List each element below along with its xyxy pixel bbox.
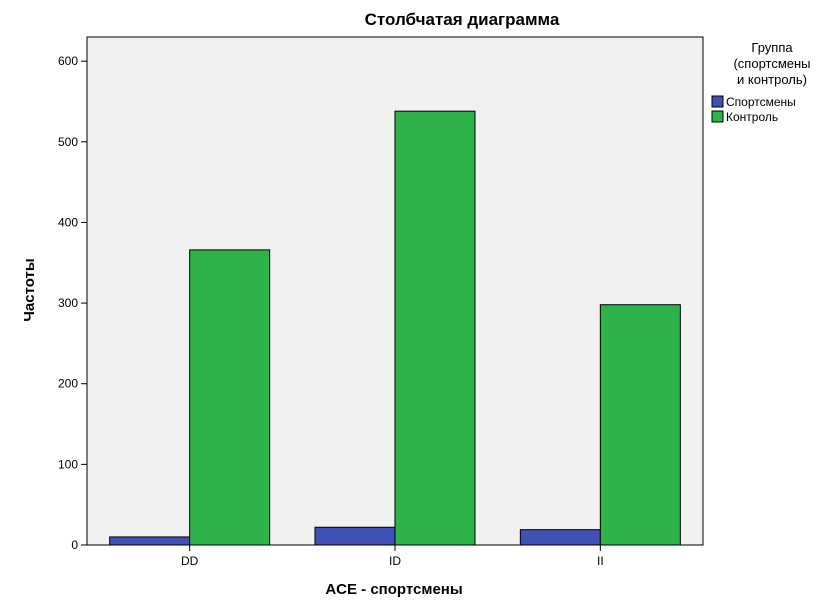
bar-ii-sportsmen xyxy=(519,529,601,546)
y-tick-label: 600 xyxy=(58,54,78,68)
bars xyxy=(109,110,681,546)
bar-id-control xyxy=(394,110,476,546)
legend-title-line: и контроль) xyxy=(737,72,807,87)
y-axis: 0 100 200 300 400 500 600 xyxy=(58,54,87,552)
legend-label: Контроль xyxy=(726,110,778,124)
x-axis: DD ID II xyxy=(181,545,604,568)
x-tick-label: ID xyxy=(389,554,401,568)
x-tick-label: DD xyxy=(181,554,199,568)
legend-swatch xyxy=(711,95,724,108)
chart-title: Столбчатая диаграмма xyxy=(365,10,560,29)
bar-dd-control xyxy=(189,249,271,546)
bar-id-sportsmen xyxy=(314,526,396,546)
legend-label: Спортсмены xyxy=(726,95,796,109)
legend-swatch xyxy=(711,110,724,123)
legend-title-line: Группа xyxy=(751,40,793,55)
y-tick-label: 100 xyxy=(58,457,78,471)
y-tick-label: 0 xyxy=(71,538,78,552)
x-axis-title: ACE - спортсмены xyxy=(325,581,462,598)
y-tick-label: 200 xyxy=(58,377,78,391)
x-tick-label: II xyxy=(597,554,604,568)
y-tick-label: 400 xyxy=(58,215,78,229)
y-tick-label: 500 xyxy=(58,135,78,149)
legend-title-line: (спортсмены xyxy=(733,56,810,71)
bar-ii-control xyxy=(599,304,681,546)
bar-dd-sportsmen xyxy=(109,536,191,546)
y-tick-label: 300 xyxy=(58,296,78,310)
y-axis-title: Частоты xyxy=(21,258,38,321)
